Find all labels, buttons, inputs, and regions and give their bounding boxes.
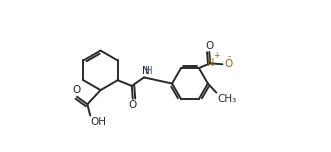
Text: +: + (213, 51, 219, 60)
Text: CH₃: CH₃ (217, 94, 236, 104)
Text: O: O (224, 59, 232, 69)
Text: O: O (72, 85, 80, 95)
Text: N: N (207, 58, 214, 68)
Text: N: N (142, 66, 150, 76)
Text: O: O (129, 100, 137, 110)
Text: O: O (205, 41, 213, 50)
Text: -: - (227, 52, 230, 61)
Text: OH: OH (91, 117, 107, 127)
Text: H: H (145, 66, 152, 76)
